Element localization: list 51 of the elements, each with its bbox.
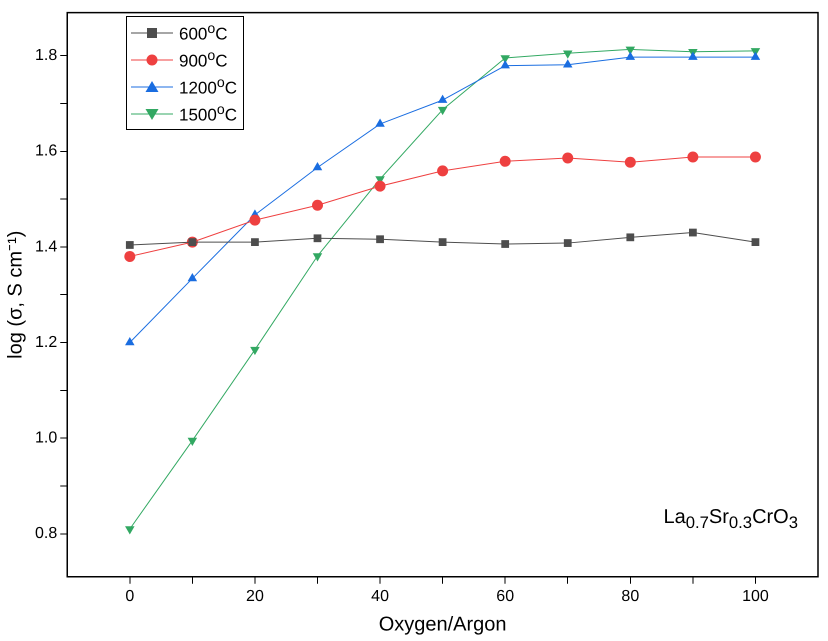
- x-tick-label: 20: [246, 588, 264, 605]
- y-axis-title: log (σ, S cm⁻¹): [4, 230, 27, 359]
- point: [562, 152, 574, 164]
- x-tick-label: 100: [742, 588, 769, 605]
- y-tick-label: 1.4: [34, 238, 58, 256]
- x-tick-label: 0: [125, 588, 134, 605]
- point: [626, 52, 636, 60]
- point: [125, 526, 135, 534]
- y-tick-label: 1.2: [34, 334, 58, 351]
- point: [251, 238, 259, 246]
- point: [376, 235, 384, 244]
- point: [688, 228, 697, 236]
- point: [750, 52, 760, 60]
- point: [562, 59, 573, 68]
- y-tick-label: 1.0: [34, 430, 58, 447]
- x-tick-label: 80: [621, 588, 640, 605]
- point: [687, 151, 698, 162]
- point: [564, 239, 572, 247]
- point: [501, 240, 510, 248]
- x-tick-label: 40: [371, 588, 390, 605]
- point: [438, 238, 447, 246]
- point: [374, 180, 386, 192]
- point: [126, 241, 134, 249]
- legend-label: 1500$^{o}$C: [179, 102, 237, 126]
- y-tick-label: 1.8: [34, 47, 58, 64]
- point: [438, 94, 448, 103]
- x-axis-title: Oxygen/Argon: [378, 614, 507, 636]
- point: [624, 156, 636, 168]
- legend-label: 600$^{o}$C: [179, 20, 228, 44]
- legend-label: 900$^{o}$C: [179, 48, 228, 72]
- point: [688, 52, 698, 60]
- point: [124, 250, 136, 262]
- point: [314, 234, 322, 242]
- annotation: La$_{0.7}$Sr$_{0.3}$CrO$_{3}$: [664, 506, 798, 533]
- point: [312, 253, 322, 262]
- point: [375, 118, 385, 127]
- point: [752, 238, 760, 246]
- y-tick-label: 0.8: [34, 525, 58, 542]
- point: [626, 233, 634, 242]
- point: [500, 156, 511, 167]
- x-tick-label: 60: [496, 588, 514, 605]
- point: [312, 162, 322, 170]
- point: [188, 438, 198, 446]
- legend-label: 1200$^{o}$C: [179, 74, 237, 98]
- point: [500, 60, 510, 68]
- point: [249, 214, 260, 226]
- point: [250, 346, 260, 356]
- y-tick-label: 1.6: [34, 142, 58, 160]
- point: [312, 200, 323, 211]
- point: [750, 151, 761, 162]
- point: [437, 165, 448, 176]
